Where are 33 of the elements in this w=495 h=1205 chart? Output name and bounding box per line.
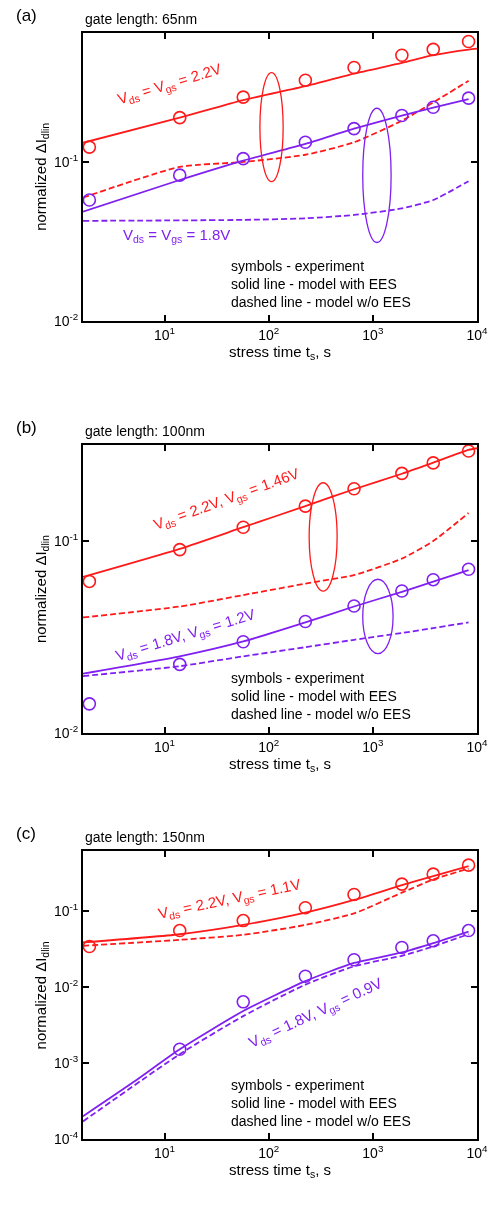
x-axis-title: stress time t$_{s}$, s	[229, 1161, 331, 1181]
y-tick-label: 10$^{-3}$	[53, 1053, 79, 1072]
text: (c)	[16, 824, 36, 843]
x-tick-label: 10$^{4}$	[466, 737, 489, 755]
chart-title: gate length: 150nm	[85, 829, 205, 845]
x-tick-label: 10$^{2}$	[258, 324, 280, 343]
annotation: symbols - experiment solid line - model with EES dashed line - model w/o EES	[231, 258, 411, 311]
x-tick-label: 10$^{3}$	[362, 324, 384, 343]
chart-title: gate length: 100nm	[85, 423, 205, 439]
x-axis-title: stress time t$_{s}$, s	[229, 754, 331, 775]
x-tick-label: 10$^{3}$	[362, 1143, 384, 1162]
annotation: symbols - experiment solid line - model with EES dashed line - model w/o EES	[231, 1077, 411, 1130]
y-tick-label: 10$^{-1}$	[53, 531, 79, 549]
x-tick-label: 10$^{1}$	[153, 1143, 176, 1162]
chart-title: gate length: 65nm	[85, 11, 198, 27]
y-tick-label: 10$^{-2}$	[53, 723, 79, 741]
x-tick-label: 10$^{4}$	[466, 324, 489, 343]
x-tick-label: 10$^{1}$	[153, 737, 176, 755]
annotation: V$_{ds}$ = V$_{gs}$ = 1.8V	[123, 226, 231, 246]
x-tick-label: 10$^{3}$	[362, 737, 384, 755]
annotation: symbols - experiment solid line - model with EES dashed line - model w/o EES	[231, 670, 411, 723]
x-tick-label: 10$^{4}$	[466, 1143, 489, 1162]
text: (b)	[16, 418, 37, 437]
text: (a)	[16, 6, 37, 25]
y-tick-label: 10$^{-1}$	[53, 900, 79, 919]
x-tick-label: 10$^{2}$	[258, 737, 280, 755]
y-tick-label: 10$^{-1}$	[53, 151, 79, 170]
x-tick-label: 10$^{2}$	[258, 1143, 280, 1162]
x-tick-label: 10$^{1}$	[153, 324, 176, 343]
y-tick-label: 10$^{-2}$	[53, 976, 79, 995]
y-tick-label: 10$^{-4}$	[53, 1129, 79, 1148]
y-tick-label: 10$^{-2}$	[53, 310, 79, 329]
x-axis-title: stress time t$_{s}$, s	[229, 342, 331, 362]
